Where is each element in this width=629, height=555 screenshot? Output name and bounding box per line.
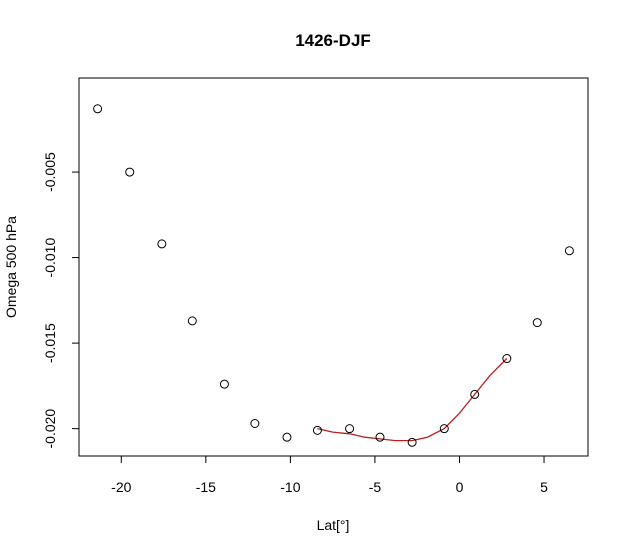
x-tick-label: -20	[111, 479, 131, 495]
data-point	[250, 419, 260, 429]
x-axis-label: Lat[°]	[317, 517, 350, 533]
data-point	[439, 424, 449, 434]
data-point	[125, 167, 135, 177]
x-tick-label: -10	[280, 479, 300, 495]
chart-title: 1426-DJF	[295, 31, 371, 50]
x-tick-label: -15	[196, 479, 216, 495]
y-tick-label: -0.015	[42, 323, 58, 363]
data-point	[93, 104, 103, 114]
x-tick-label: 5	[540, 479, 548, 495]
data-point	[470, 389, 480, 399]
y-axis-label: Omega 500 hPa	[3, 216, 19, 318]
y-tick-label: -0.005	[42, 152, 58, 192]
x-tick-label: 0	[456, 479, 464, 495]
x-axis: -20 -15 -10 -5 0 5	[111, 455, 548, 495]
data-point	[282, 432, 292, 442]
fit-line	[317, 358, 508, 442]
y-tick-label: -0.010	[42, 238, 58, 278]
data-point	[502, 354, 512, 364]
y-tick-label: -0.020	[42, 409, 58, 449]
data-point	[375, 432, 385, 442]
data-point	[312, 425, 322, 435]
data-point	[407, 437, 417, 447]
data-points	[93, 104, 574, 447]
y-axis: -0.020 -0.015 -0.010 -0.005	[42, 152, 80, 449]
data-point	[564, 246, 574, 256]
data-point	[187, 316, 197, 326]
data-point	[345, 424, 355, 434]
data-point	[532, 318, 542, 328]
x-tick-label: -5	[369, 479, 382, 495]
data-point	[219, 379, 229, 389]
data-point	[157, 239, 167, 249]
